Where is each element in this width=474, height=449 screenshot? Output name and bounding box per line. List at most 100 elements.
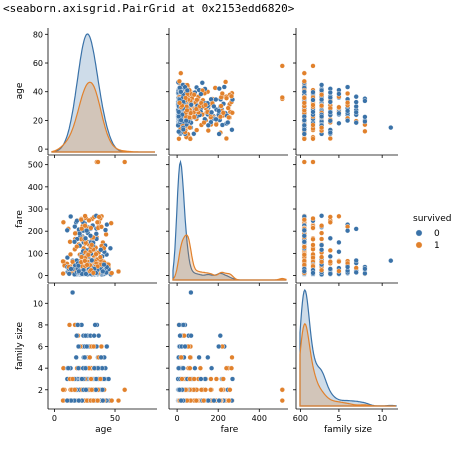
data-point (216, 131, 222, 137)
data-point (60, 387, 66, 393)
data-point (310, 136, 316, 142)
data-point (76, 268, 82, 274)
x-tick-label: 0 (52, 414, 57, 423)
data-point (223, 135, 230, 142)
data-point (223, 95, 230, 101)
data-point (327, 130, 333, 136)
data-point (76, 398, 82, 404)
data-point (353, 257, 359, 264)
data-point (319, 125, 325, 131)
data-point (197, 365, 204, 371)
data-point (362, 128, 368, 134)
data-point (201, 119, 207, 126)
data-point (209, 109, 215, 115)
y-tick-label: 300 (28, 205, 43, 214)
y-tick-label: 6 (38, 343, 43, 352)
data-point (75, 343, 82, 350)
data-point (327, 94, 333, 101)
data-point (188, 333, 194, 339)
data-point (86, 217, 92, 224)
data-point (98, 247, 104, 253)
data-point (74, 244, 80, 250)
data-point (217, 333, 223, 339)
output-repr: <seaborn.axisgrid.PairGrid at 0x2153edd6… (3, 2, 295, 15)
data-point (229, 354, 235, 361)
data-point (336, 91, 342, 97)
data-point (301, 70, 307, 76)
y-tick-label: 10 (33, 299, 43, 308)
data-point (198, 376, 204, 382)
data-point (191, 92, 197, 98)
data-point (201, 398, 207, 404)
data-point (319, 96, 325, 103)
data-point (98, 354, 104, 361)
data-point (362, 266, 368, 272)
data-point (89, 387, 95, 393)
data-point (310, 102, 316, 108)
data-point (180, 126, 186, 133)
data-point (213, 121, 219, 128)
data-point (279, 387, 285, 393)
data-point (220, 376, 226, 382)
data-point (96, 333, 102, 339)
data-point (219, 122, 226, 128)
data-point (327, 135, 333, 142)
y-tick-label: 100 (28, 249, 43, 258)
data-point (191, 131, 197, 137)
scatter-panel-age-vs-family-size (301, 63, 394, 142)
data-point (327, 266, 333, 272)
data-point (301, 252, 307, 258)
data-point (228, 93, 235, 99)
data-point (279, 398, 285, 404)
x-tick-label: 400 (252, 414, 267, 423)
y-axis-label: family size (15, 321, 25, 370)
data-point (221, 84, 227, 90)
data-point (225, 105, 231, 111)
data-point (102, 227, 109, 233)
data-point (319, 242, 325, 248)
data-point (319, 247, 325, 253)
data-point (218, 387, 224, 393)
data-point (208, 376, 214, 382)
data-point (388, 258, 394, 264)
data-point (72, 387, 78, 393)
data-point (217, 114, 224, 120)
data-point (202, 387, 209, 393)
data-point (301, 100, 307, 106)
data-point (187, 354, 193, 361)
kde-panel-age (51, 33, 155, 153)
data-point (229, 110, 235, 116)
data-point (187, 136, 193, 142)
data-point (182, 343, 188, 350)
data-point (64, 398, 70, 404)
data-point (199, 80, 205, 86)
x-tick-label: 10 (377, 414, 387, 423)
data-point (336, 213, 342, 219)
data-point (183, 95, 189, 101)
data-point (68, 213, 74, 220)
data-point (82, 365, 89, 371)
data-point (100, 398, 106, 404)
data-point (353, 226, 359, 232)
kde-curve-survived-1 (172, 234, 287, 281)
x-tick-label: 0 (175, 414, 180, 423)
data-point (87, 233, 94, 239)
data-point (327, 247, 333, 254)
data-point (327, 271, 333, 277)
kde-panel-fare (172, 159, 287, 281)
data-point (115, 398, 122, 404)
legend-marker (415, 241, 423, 249)
scatter-panel-fare-vs-age (60, 159, 128, 278)
data-point (85, 252, 91, 258)
data-point (90, 270, 97, 276)
data-point (336, 268, 342, 274)
data-point (178, 70, 184, 76)
data-point (301, 233, 307, 239)
data-point (319, 230, 325, 236)
data-point (336, 110, 342, 116)
data-point (177, 387, 183, 393)
data-point (64, 227, 70, 233)
data-point (223, 79, 229, 85)
data-point (188, 289, 194, 296)
data-point (228, 365, 235, 371)
